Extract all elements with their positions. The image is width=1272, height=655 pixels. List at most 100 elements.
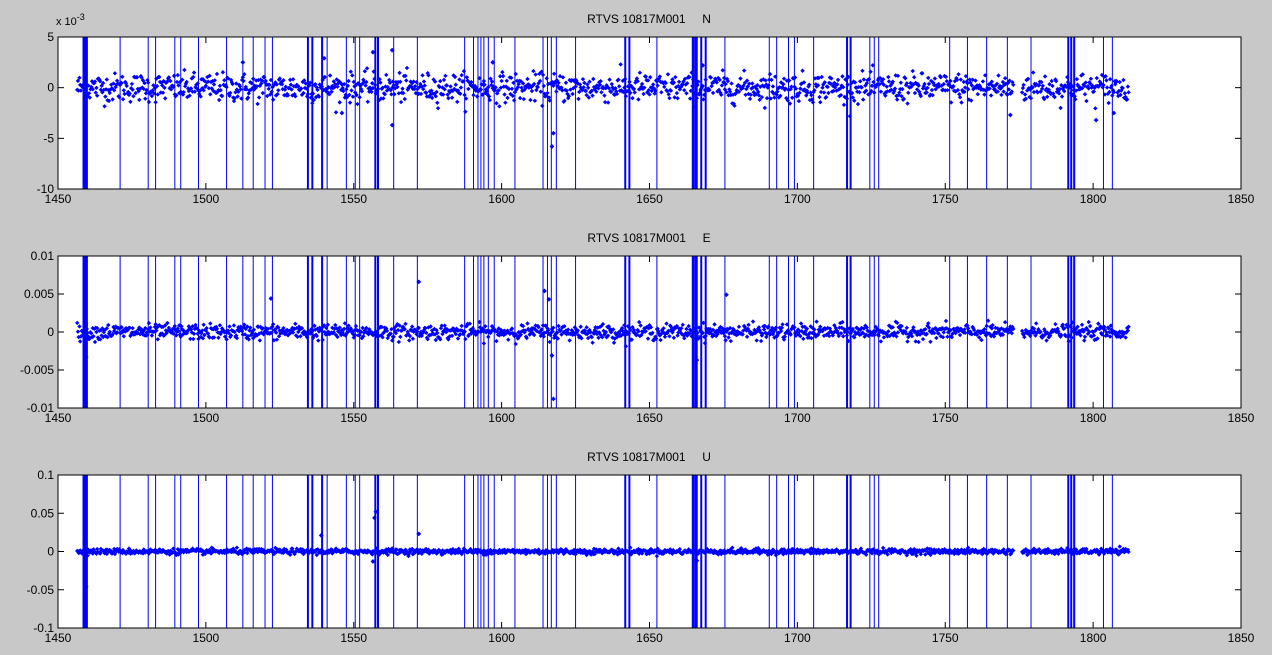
- data-point: [1084, 98, 1089, 104]
- data-point: [827, 326, 833, 331]
- data-point: [940, 547, 945, 553]
- data-point: [1092, 85, 1097, 91]
- data-point: [326, 84, 331, 90]
- data-point: [781, 76, 787, 81]
- data-point: [171, 331, 176, 336]
- data-point: [107, 329, 112, 335]
- data-point: [529, 85, 534, 90]
- data-point: [729, 81, 734, 86]
- data-point: [772, 327, 778, 332]
- data-point: [162, 85, 167, 90]
- data-point: [880, 328, 885, 334]
- data-point: [727, 89, 733, 94]
- data-point: [288, 82, 294, 87]
- data-point: [1076, 84, 1081, 89]
- data-point: [945, 334, 950, 339]
- data-point: [855, 549, 861, 555]
- data-point: [83, 333, 88, 338]
- data-point: [386, 546, 391, 552]
- data-point: [561, 551, 566, 557]
- data-point: [452, 74, 458, 80]
- data-point: [1045, 331, 1051, 336]
- data-point: [809, 335, 814, 341]
- data-point: [971, 327, 977, 333]
- data-point: [852, 98, 857, 103]
- data-point: [91, 334, 96, 339]
- data-point: [994, 548, 1000, 553]
- data-point: [1025, 76, 1031, 82]
- data-point: [787, 78, 792, 83]
- data-point: [675, 96, 680, 101]
- data-point: [153, 100, 158, 105]
- data-point: [818, 89, 824, 95]
- data-point: [289, 87, 294, 92]
- data-point: [120, 74, 125, 79]
- data-point: [378, 80, 383, 85]
- data-point: [841, 85, 846, 90]
- data-point: [453, 82, 458, 87]
- data-point: [231, 98, 237, 104]
- data-point: [838, 320, 843, 326]
- data-point: [209, 86, 214, 91]
- data-point: [562, 324, 567, 329]
- data-point: [232, 96, 237, 101]
- data-point: [750, 81, 755, 86]
- data-point: [585, 331, 590, 337]
- data-point: [435, 330, 440, 336]
- data-point: [475, 94, 480, 99]
- data-point: [407, 338, 412, 343]
- data-point: [621, 331, 626, 336]
- data-point: [989, 326, 995, 331]
- x-tick-label: 1800: [1080, 411, 1107, 425]
- data-point: [995, 326, 1000, 331]
- data-point: [226, 91, 231, 96]
- data-point: [728, 547, 734, 552]
- data-point: [801, 551, 807, 556]
- data-point: [455, 99, 460, 105]
- data-point: [975, 91, 980, 97]
- data-point: [681, 79, 686, 84]
- data-point: [152, 324, 158, 330]
- outlier-point: [694, 357, 700, 363]
- data-point: [1091, 333, 1097, 338]
- data-point: [395, 327, 401, 333]
- data-point: [1107, 77, 1113, 82]
- data-point: [103, 87, 109, 92]
- data-point: [820, 328, 825, 334]
- data-point: [92, 339, 98, 345]
- data-point: [661, 81, 666, 86]
- data-point: [602, 547, 607, 552]
- data-point: [199, 330, 204, 336]
- data-point: [327, 73, 333, 78]
- data-point: [951, 326, 957, 332]
- data-point: [906, 90, 911, 95]
- data-point: [619, 325, 625, 331]
- x-tick-label: 1700: [784, 192, 811, 206]
- data-point: [287, 552, 293, 557]
- data-point: [979, 337, 984, 343]
- data-point: [545, 326, 550, 331]
- data-point: [152, 547, 158, 553]
- data-point: [618, 62, 623, 67]
- data-point: [561, 329, 566, 335]
- data-point: [840, 319, 845, 325]
- data-point: [825, 84, 830, 90]
- data-point: [665, 72, 671, 77]
- data-point: [585, 335, 591, 341]
- data-point: [680, 551, 685, 556]
- data-point: [1019, 90, 1025, 95]
- data-point: [250, 85, 255, 91]
- data-point: [863, 552, 869, 557]
- data-point: [1112, 549, 1117, 554]
- data-point: [1004, 326, 1009, 332]
- data-point: [173, 550, 178, 556]
- data-point: [596, 335, 601, 340]
- data-point: [259, 78, 265, 83]
- data-point: [807, 82, 812, 87]
- data-point: [281, 78, 286, 83]
- data-point: [1061, 84, 1066, 90]
- data-point: [1031, 330, 1036, 336]
- data-point: [322, 74, 328, 80]
- data-point: [268, 77, 274, 83]
- data-point: [916, 339, 921, 345]
